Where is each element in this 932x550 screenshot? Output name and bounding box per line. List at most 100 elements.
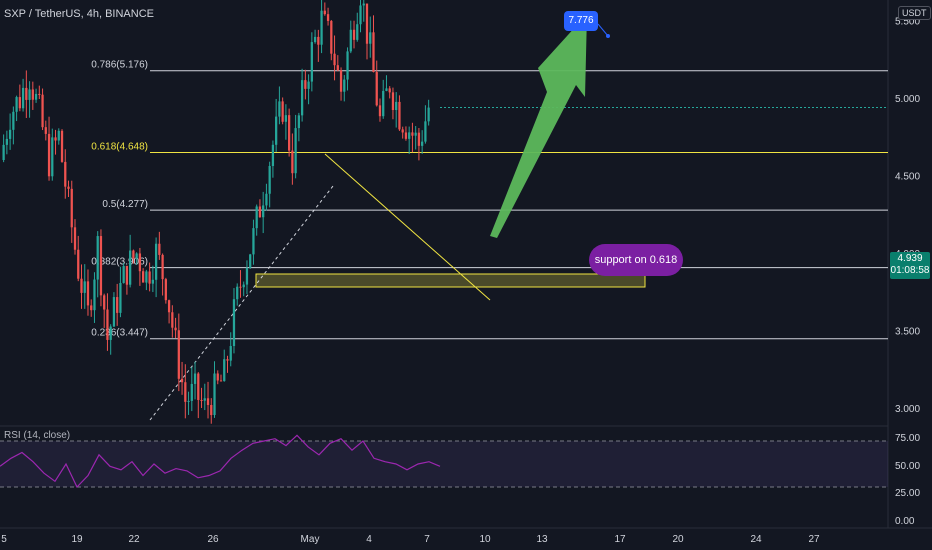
candle-body: [28, 89, 31, 100]
candle-body: [164, 279, 167, 301]
date-tick-label: 27: [808, 534, 820, 545]
rsi-line: [0, 434, 441, 489]
candle-body: [184, 382, 187, 402]
rsi-tick-label: 75.00: [895, 433, 920, 444]
candle-body: [268, 166, 271, 194]
candle-body: [294, 128, 297, 174]
candle-body: [262, 205, 265, 218]
rsi-tick-label: 25.00: [895, 488, 920, 499]
current-price: 4.939: [897, 253, 923, 264]
candle-body: [57, 130, 60, 141]
target-price-label: 7.776: [564, 11, 598, 31]
candle-body: [60, 130, 64, 162]
candle-body: [161, 254, 164, 280]
candle-body: [135, 253, 138, 259]
price-tick-label: 4.500: [895, 172, 920, 183]
candle-body: [300, 80, 304, 116]
rsi-tick-label: 0.00: [895, 516, 915, 527]
candle-body: [249, 254, 252, 268]
target-point: [606, 34, 610, 38]
candle-body: [21, 87, 25, 109]
candle-body: [236, 286, 239, 300]
target-arrow: [490, 14, 587, 238]
candle-body: [378, 105, 382, 117]
candle-body: [414, 132, 417, 136]
candle-body: [154, 243, 158, 280]
candle-body: [15, 97, 18, 112]
candle-body: [158, 243, 161, 255]
candle-body: [385, 88, 388, 91]
candle-body: [206, 398, 210, 406]
candle-body: [417, 132, 421, 146]
candle-body: [167, 300, 171, 313]
candle-body: [427, 107, 430, 122]
candle-body: [25, 87, 28, 100]
candle-body: [219, 380, 223, 382]
candle-body: [356, 24, 359, 40]
candle-body: [190, 383, 193, 401]
candle-body: [193, 373, 197, 384]
date-tick-label: 13: [536, 534, 548, 545]
candle-body: [336, 65, 339, 71]
candle-body: [372, 32, 375, 73]
candle-body: [187, 400, 190, 402]
candle-body: [122, 266, 125, 283]
candle-body: [330, 20, 333, 54]
candle-body: [103, 295, 106, 310]
candle-body: [77, 249, 80, 279]
candle-body: [197, 373, 200, 400]
candle-body: [369, 32, 372, 44]
candle-body: [132, 250, 135, 259]
currency-label[interactable]: USDT: [898, 6, 931, 20]
candle-body: [67, 186, 70, 189]
candle-body: [210, 405, 213, 416]
candle-body: [54, 137, 57, 141]
rsi-band: [0, 441, 888, 487]
candle-body: [395, 101, 398, 111]
candle-body: [307, 81, 310, 89]
candle-body: [174, 327, 177, 331]
candle-body: [408, 132, 411, 139]
candle-body: [304, 80, 307, 89]
candle-body: [223, 359, 226, 382]
candle-body: [297, 115, 301, 129]
candle-body: [80, 278, 83, 293]
candle-body: [398, 101, 401, 130]
candle-body: [287, 115, 291, 151]
candle-body: [365, 3, 369, 44]
candle-body: [116, 297, 119, 313]
date-tick-label: 19: [71, 534, 83, 545]
candle-body: [64, 161, 67, 187]
target-connector: [597, 23, 609, 37]
candle-body: [404, 132, 408, 139]
fib-level-label: 0.786(5.176): [91, 60, 148, 71]
fib-level-label: 0.618(4.648): [91, 142, 148, 153]
candle-body: [382, 90, 385, 117]
candle-body: [333, 53, 336, 66]
candle-body: [112, 297, 116, 327]
candle-body: [99, 236, 103, 296]
date-tick-label: 22: [128, 534, 140, 545]
candle-body: [86, 281, 90, 306]
date-tick-label: 4: [366, 534, 372, 545]
candle-body: [73, 227, 77, 250]
candle-body: [313, 36, 317, 43]
candle-body: [51, 137, 54, 177]
candle-body: [323, 10, 326, 15]
candle-body: [339, 70, 343, 92]
candle-body: [141, 271, 145, 283]
candle-body: [93, 279, 96, 311]
bar-countdown: 01:08:58: [890, 265, 930, 276]
candle-body: [252, 228, 255, 255]
rsi-tick-label: 50.00: [895, 461, 920, 472]
date-tick-label: 5: [1, 534, 7, 545]
support-zone: [255, 273, 646, 288]
candle-body: [125, 266, 129, 285]
date-tick-label: May: [301, 534, 320, 545]
candle-body: [232, 299, 236, 347]
candle-body: [375, 72, 378, 106]
candle-body: [388, 88, 391, 93]
date-tick-label: 7: [424, 534, 430, 545]
candle-body: [44, 127, 47, 134]
